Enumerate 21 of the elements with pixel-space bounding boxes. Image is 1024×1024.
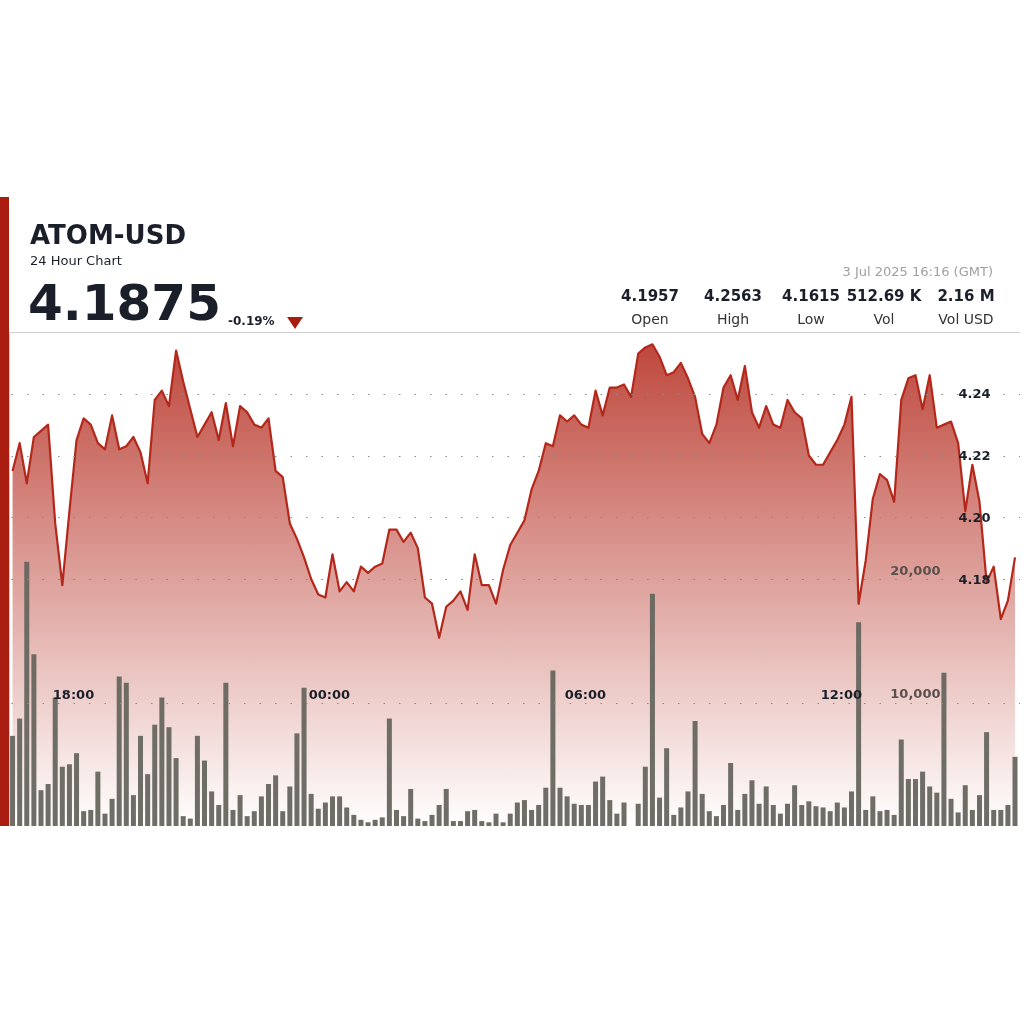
x-tick-label: 06:00 bbox=[564, 686, 607, 702]
chart-subtitle: 24 Hour Chart bbox=[30, 253, 122, 268]
text: 4.1957 bbox=[621, 287, 679, 305]
text: High bbox=[716, 311, 750, 327]
text: 4.1615 bbox=[782, 287, 840, 305]
text: Low bbox=[797, 311, 825, 327]
x-tick-label: 18:00 bbox=[52, 686, 95, 702]
text: 4.2563 bbox=[704, 287, 762, 305]
x-tick-label: 00:00 bbox=[308, 686, 351, 702]
text: 4.1875 bbox=[28, 274, 221, 332]
text: Open bbox=[631, 311, 669, 327]
text: -0.19% bbox=[228, 314, 275, 328]
y-tick-label: 4.24 bbox=[958, 386, 991, 402]
text: 2.16 M bbox=[937, 287, 995, 305]
text: 512.69 K bbox=[846, 287, 922, 305]
y2-tick-label: 20,000 bbox=[890, 562, 941, 578]
text: 3 Jul 2025 16:16 (GMT) bbox=[842, 264, 993, 279]
text: Vol bbox=[873, 311, 895, 327]
text: Vol USD bbox=[938, 311, 994, 327]
chart-title: ATOM-USD bbox=[30, 220, 187, 250]
y2-tick-label: 10,000 bbox=[890, 686, 941, 701]
